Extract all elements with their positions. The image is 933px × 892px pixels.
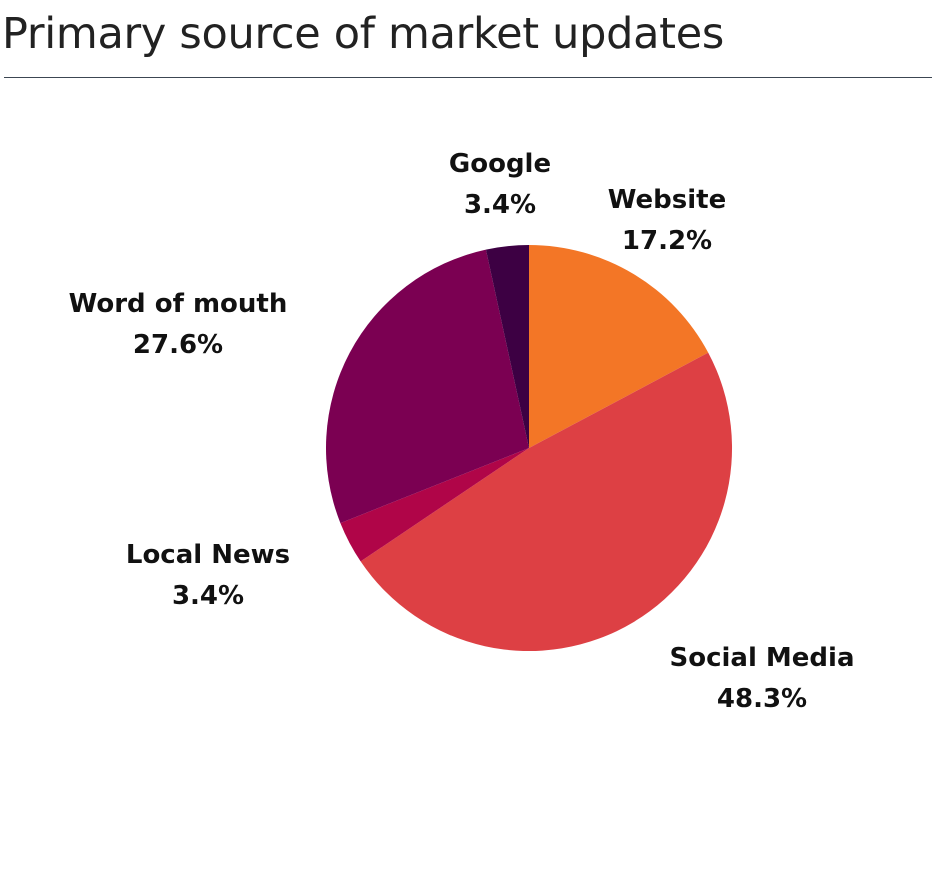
pie-slice-google [485,245,529,448]
slice-label-local-news: Local News [126,540,290,570]
pie-labels: Website 17.2% Social Media 48.3% Local News 3… [69,149,855,714]
pie-slice-local-news [340,448,529,562]
slice-label-website: Website [608,185,726,215]
pie-slices [325,245,733,652]
pie-slice-word-of-mouth [325,249,529,524]
slice-value-local-news: 3.4% [172,581,244,611]
slice-label-social-media: Social Media [670,643,855,673]
slice-label-google: Google [449,149,551,179]
pie-slice-website [529,245,709,448]
pie-slice-social-media [360,352,733,652]
slice-value-word-of-mouth: 27.6% [133,330,223,360]
slice-label-word-of-mouth: Word of mouth [69,289,288,319]
slice-value-social-media: 48.3% [717,684,807,714]
slice-value-google: 3.4% [464,190,536,220]
title-divider [4,77,932,78]
chart-title: Primary source of market updates [2,9,724,59]
slice-value-website: 17.2% [622,226,712,256]
